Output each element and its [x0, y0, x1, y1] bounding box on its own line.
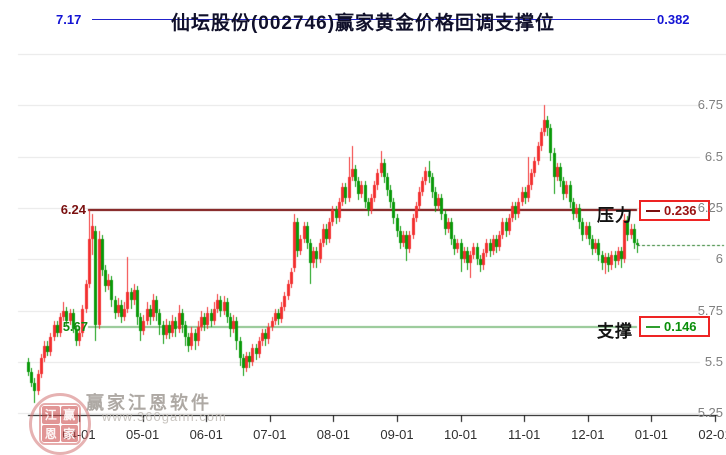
seal-char: 江	[42, 406, 60, 424]
x-axis-tick-label: 08-01	[316, 427, 351, 442]
watermark-brand: 赢家江恩软件	[86, 393, 212, 413]
resistance-ratio-value: 0.236	[664, 203, 697, 218]
y-axis-tick-label: 6.25	[697, 199, 723, 215]
y-axis-tick-label: 6.75	[697, 97, 723, 113]
resistance-price-label: 6.24	[60, 202, 86, 217]
support-dash-icon	[646, 325, 660, 328]
x-axis-tick-label: 11-01	[508, 427, 541, 442]
resistance-ratio-box: 0.236	[639, 200, 710, 221]
seal-characters: 江 赢 恩 家	[39, 403, 81, 445]
x-axis-tick-label: 07-01	[253, 427, 287, 442]
seal-char: 家	[60, 424, 78, 442]
company-seal-icon: 江 赢 恩 家	[29, 393, 91, 455]
y-axis-tick-label: 6	[715, 251, 723, 267]
golden-section-top-value: 7.17	[56, 12, 82, 27]
support-price-label: 5.67	[62, 319, 88, 334]
y-axis-tick-label: 5.75	[697, 302, 723, 318]
seal-char: 恩	[42, 424, 60, 442]
x-axis-tick-label: 05-01	[125, 427, 160, 442]
golden-section-top-line	[92, 19, 655, 20]
y-axis-tick-label: 5.25	[697, 405, 723, 421]
resistance-label: 压力	[597, 206, 633, 225]
y-axis-tick-label: 6.5	[704, 148, 723, 164]
x-axis-tick-label: 06-01	[189, 427, 223, 442]
resistance-dash-icon	[646, 209, 660, 212]
x-axis-tick-label: 12-01	[571, 427, 605, 442]
x-axis-tick-label: 09-01	[380, 427, 414, 442]
watermark-url: www.360gann.com	[102, 409, 227, 424]
x-axis-tick-label: 02-01	[698, 427, 726, 442]
x-axis-tick-label: 10-01	[443, 427, 478, 442]
x-axis-tick-label: 01-01	[634, 427, 669, 442]
support-label: 支撑	[597, 322, 633, 341]
support-ratio-value: 0.146	[664, 319, 697, 334]
y-axis-tick-label: 5.5	[704, 353, 723, 369]
chart-title: 仙坛股份(002746)赢家黄金价格回调支撑位	[170, 13, 556, 34]
support-ratio-box: 0.146	[639, 316, 710, 337]
golden-ratio-top-value: 0.382	[657, 12, 690, 27]
seal-char: 赢	[60, 406, 78, 424]
